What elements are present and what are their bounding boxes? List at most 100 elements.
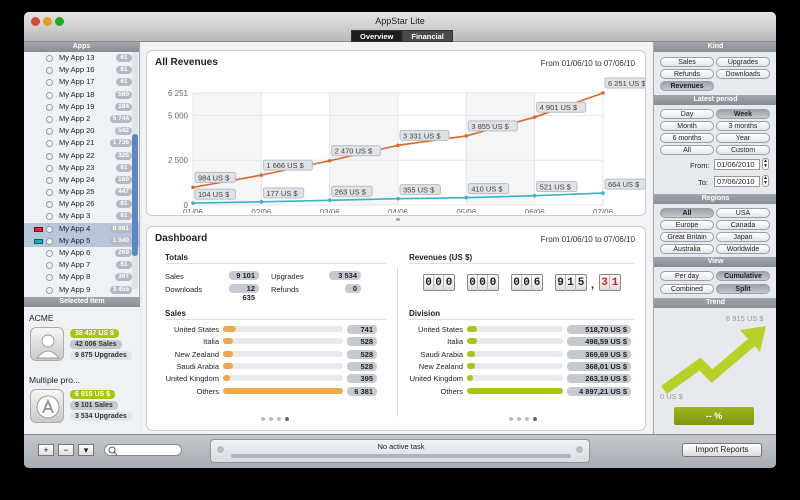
sales-bar <box>223 375 231 382</box>
region-all-button[interactable]: All <box>660 208 714 218</box>
remove-button[interactable]: − <box>58 444 74 456</box>
region-europe-button[interactable]: Europe <box>660 220 714 230</box>
app-name: My App 19 <box>59 101 95 111</box>
app-list-item[interactable]: My App 24 160 <box>24 174 139 186</box>
period-day-button[interactable]: Day <box>660 109 714 119</box>
to-date-field[interactable]: 07/06/2010 <box>714 176 760 187</box>
app-list-item[interactable]: My App 7 61 <box>24 259 139 271</box>
data-point[interactable] <box>396 196 400 201</box>
app-list-item[interactable]: My App 3 61 <box>24 210 139 222</box>
kind-upgrades-button[interactable]: Upgrades <box>716 57 770 67</box>
bottom-toolbar: + − ▾ No active task Import Reports <box>24 434 776 468</box>
app-list-scrollbar[interactable] <box>132 52 138 289</box>
kind-revenues-button[interactable]: Revenues <box>660 81 714 91</box>
app-count-badge: 61 <box>116 163 132 172</box>
kind-downloads-button[interactable]: Downloads <box>716 69 770 79</box>
data-point[interactable] <box>601 91 605 95</box>
sales-bar-track <box>223 387 343 394</box>
app-count-badge: 580 <box>115 90 132 99</box>
region-great-britain-button[interactable]: Great Britain <box>660 232 714 242</box>
app-list-item[interactable]: My App 22 325 <box>24 150 139 162</box>
close-window-icon[interactable] <box>31 17 40 26</box>
app-list-item[interactable]: My App 21 1 736 <box>24 137 139 149</box>
app-list-item[interactable]: My App 16 61 <box>24 64 139 76</box>
period-3months-button[interactable]: 3 months <box>716 121 770 131</box>
period-week-button[interactable]: Week <box>716 109 770 119</box>
app-list-item[interactable]: My App 18 580 <box>24 89 139 101</box>
period-year-button[interactable]: Year <box>716 133 770 143</box>
zoom-window-icon[interactable] <box>55 17 64 26</box>
region-canada-button[interactable]: Canada <box>716 220 770 230</box>
app-list: My App 13 61 My App 16 61 My App 17 61 My App … <box>24 52 139 296</box>
data-point[interactable] <box>396 143 400 148</box>
region-worldwide-button[interactable]: Worldwide <box>716 244 770 254</box>
data-point[interactable] <box>532 115 537 119</box>
total-value: 9 101 <box>229 271 259 280</box>
app-list-item[interactable]: My App 9 3 456 <box>24 284 139 296</box>
period-custom-button[interactable]: Custom <box>716 145 770 155</box>
data-point[interactable] <box>464 195 469 200</box>
data-point[interactable] <box>191 185 195 190</box>
split-handle[interactable] <box>396 218 400 221</box>
data-point[interactable] <box>464 134 469 138</box>
view-per-day-button[interactable]: Per day <box>660 271 714 281</box>
period-all-button[interactable]: All <box>660 145 714 155</box>
add-button[interactable]: + <box>38 444 54 456</box>
search-input[interactable] <box>104 444 182 456</box>
import-reports-button[interactable]: Import Reports <box>682 443 762 457</box>
selected-name: ACME <box>29 313 54 323</box>
app-list-item[interactable]: My App 13 61 <box>24 52 139 64</box>
app-list-item[interactable]: My App 4 8 061 <box>24 222 139 235</box>
view-split-button[interactable]: Split <box>716 284 770 294</box>
app-list-item[interactable]: My App 2 5 744 <box>24 113 139 125</box>
data-point[interactable] <box>259 173 264 177</box>
sales-value: 395 <box>347 374 377 384</box>
divider <box>409 263 635 264</box>
close-task-icon[interactable] <box>576 446 583 453</box>
period-month-button[interactable]: Month <box>660 121 714 131</box>
action-menu-button[interactable]: ▾ <box>78 444 94 456</box>
scroll-thumb[interactable] <box>132 134 138 256</box>
cancel-task-icon[interactable] <box>217 446 224 453</box>
app-count-badge: 61 <box>116 78 132 87</box>
app-list-item[interactable]: My App 19 184 <box>24 101 139 113</box>
from-date-field[interactable]: 01/06/2010 <box>714 159 760 170</box>
data-point[interactable] <box>327 158 332 163</box>
app-count-badge: 1 040 <box>109 236 132 245</box>
view-cumulative-button[interactable]: Cumulative <box>716 271 770 281</box>
app-list-item[interactable]: My App 8 307 <box>24 271 139 283</box>
minimize-window-icon[interactable] <box>43 17 52 26</box>
region-japan-button[interactable]: Japan <box>716 232 770 242</box>
region-usa-button[interactable]: USA <box>716 208 770 218</box>
data-point[interactable] <box>327 198 332 203</box>
region-australia-button[interactable]: Australia <box>660 244 714 254</box>
app-list-item[interactable]: My App 20 542 <box>24 125 139 137</box>
data-point[interactable] <box>259 200 264 204</box>
app-list-item[interactable]: My App 17 61 <box>24 76 139 88</box>
app-icon <box>46 176 53 184</box>
kind-sales-button[interactable]: Sales <box>660 57 714 67</box>
tab-financial[interactable]: Financial <box>402 30 453 42</box>
kind-refunds-button[interactable]: Refunds <box>660 69 714 79</box>
sales-label: New Zealand <box>174 349 219 359</box>
division-page-dots[interactable] <box>509 417 537 421</box>
data-label-box <box>262 187 305 199</box>
tab-overview[interactable]: Overview <box>351 30 403 42</box>
app-name: My App 24 <box>59 174 95 184</box>
division-bar <box>467 375 473 382</box>
data-point[interactable] <box>191 201 195 205</box>
data-point[interactable] <box>532 193 537 198</box>
from-date-stepper[interactable]: ▲ ▼ <box>762 158 769 170</box>
view-combined-button[interactable]: Combined <box>660 284 714 294</box>
app-list-item[interactable]: My App 23 61 <box>24 162 139 174</box>
app-list-item[interactable]: My App 6 269 <box>24 247 139 259</box>
app-list-item[interactable]: My App 25 447 <box>24 186 139 198</box>
app-list-item[interactable]: My App 26 61 <box>24 198 139 210</box>
data-point[interactable] <box>601 191 605 195</box>
period-6months-button[interactable]: 6 months <box>660 133 714 143</box>
sales-page-dots[interactable] <box>261 417 289 421</box>
app-list-item[interactable]: My App 5 1 040 <box>24 234 139 247</box>
data-label-box <box>399 129 450 141</box>
to-date-stepper[interactable]: ▲ ▼ <box>762 175 769 187</box>
